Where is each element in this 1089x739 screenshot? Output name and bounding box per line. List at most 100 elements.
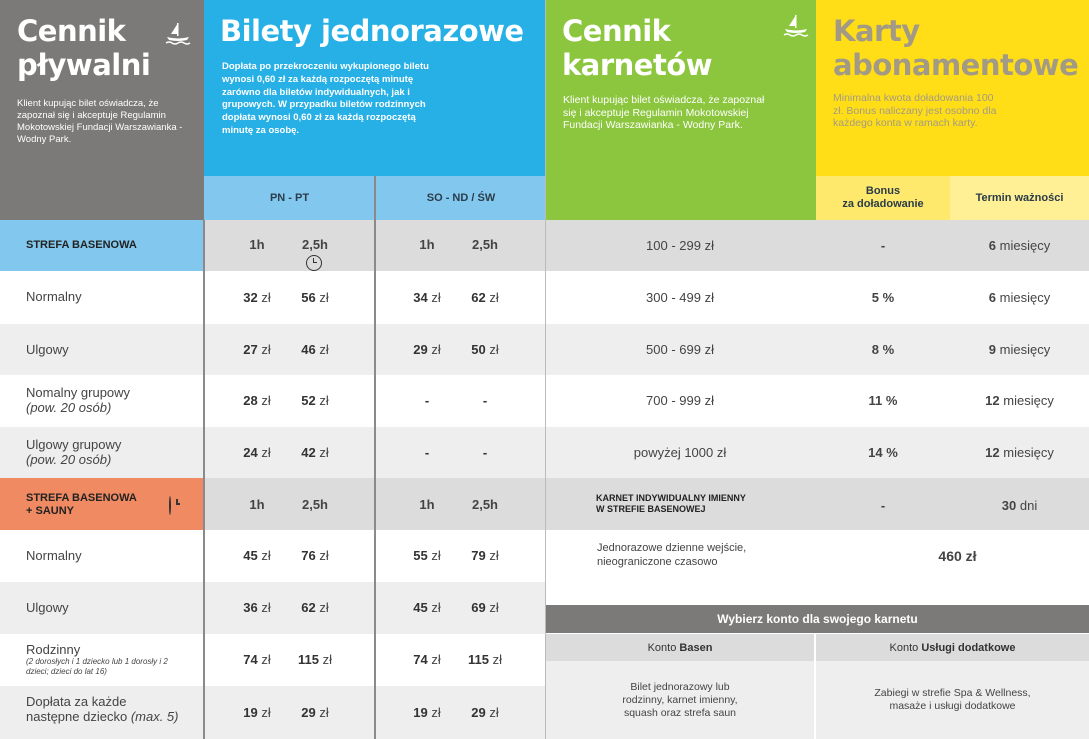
col-weekend: SO - ND / ŚW [376, 176, 546, 220]
pass-unit: miesięcy [1003, 445, 1054, 460]
personal-pass-validity: 30 dni [950, 498, 1089, 513]
currency-unit: zł [261, 548, 271, 563]
daily-pass-line1: Jednorazowe dzienne wejście, [597, 542, 747, 554]
currency-unit: zł [319, 548, 329, 563]
zone1-label: STREFA BASENOWA [26, 239, 137, 251]
zone2-label-line2: + SAUNY [26, 505, 74, 517]
price-cell: - [402, 445, 452, 460]
price-pair: 32 zł 56 zł [232, 290, 340, 305]
price-pair: 36 zł 62 zł [232, 600, 340, 615]
pass-row-bg [546, 375, 1089, 427]
price-cell: 115 zł [290, 652, 340, 667]
tickets-header: Bilety jednorazowe Dopłata po przekrocze… [204, 0, 546, 176]
tickets-description: Dopłata po przekroczeniu wykupionego bil… [222, 61, 429, 136]
price-value: 62 [471, 290, 486, 305]
pass-row-bg [546, 220, 1089, 271]
col-bonus: Bonus za doładowanie [816, 176, 950, 220]
pass-bonus: 8 % [871, 342, 895, 357]
divider [814, 634, 816, 739]
pass-row-bg [546, 427, 1089, 478]
divider [545, 0, 546, 739]
row-name-label: Ulgowy [26, 342, 69, 357]
currency-unit: zł [431, 548, 441, 563]
row-name-label: Normalny [26, 548, 82, 563]
table-row [0, 427, 546, 478]
row-name-line2: następne dziecko (max. 5) [26, 709, 178, 724]
currency-unit: zł [319, 600, 329, 615]
pass-validity: 6 miesięcy [950, 238, 1089, 253]
price-value: 62 [301, 600, 316, 615]
price-value: 27 [243, 342, 258, 357]
pass-row-bg [546, 324, 1089, 375]
price-pair: 45 zł 76 zł [232, 548, 340, 563]
price-value: 29 [413, 342, 428, 357]
pass-row-bg [546, 271, 1089, 324]
currency-unit: zł [319, 705, 329, 720]
price-cell: 74 zł [402, 652, 452, 667]
row-name: Rodzinny (2 dorosłych i 1 dziecko lub 1 d… [26, 642, 191, 677]
price-cell: 19 zł [232, 705, 282, 720]
account-pool-name: Basen [679, 641, 713, 654]
price-value: 42 [301, 445, 316, 460]
account-pool-desc-line3: squash oraz strefa saun [623, 706, 737, 719]
currency-unit: zł [261, 445, 271, 460]
price-cell: 45 zł [402, 600, 452, 615]
currency-unit: zł [489, 600, 499, 615]
currency-unit: zł [489, 342, 499, 357]
currency-unit: zł [431, 705, 441, 720]
currency-unit: zł [261, 393, 271, 408]
passes-description: Klient kupując bilet oświadcza, że zapoz… [563, 94, 765, 131]
row-name-line2-italic: (max. 5) [130, 709, 179, 724]
price-value: 19 [413, 705, 428, 720]
price-value: 52 [301, 393, 316, 408]
col-bonus-line1: Bonus [865, 185, 901, 197]
row-name-label: Ulgowy grupowy [26, 437, 122, 452]
table-row [0, 375, 546, 427]
price-pair: 74 zł 115 zł [232, 652, 340, 667]
table-row [0, 686, 546, 739]
currency-unit: zł [261, 600, 271, 615]
row-name-label: Rodzinny [26, 642, 81, 657]
currency-unit: zł [261, 290, 271, 305]
account-extra-prefix: Konto [889, 641, 919, 654]
currency-unit: zł [319, 342, 329, 357]
price-value: 46 [301, 342, 316, 357]
personal-pass-days: 30 [1001, 498, 1017, 513]
clock-icon [169, 496, 171, 515]
row-name-label: Ulgowy [26, 600, 69, 615]
row-name-sub: (2 dorosłych i 1 dziecko lub 1 dorosły i… [26, 657, 168, 676]
currency-unit: zł [322, 652, 332, 667]
pass-months: 12 [985, 445, 1000, 460]
price-cell: 74 zł [232, 652, 282, 667]
accounts-header-label: Wybierz konto dla swojego karnetu [717, 612, 918, 626]
table-row [0, 271, 546, 324]
pass-unit: miesięcy [999, 290, 1051, 305]
price-value: 76 [301, 548, 316, 563]
price-cell: 42 zł [290, 445, 340, 460]
account-pool: Konto Basen [546, 634, 814, 661]
zone1-hours-weekend: 1h 2,5h [402, 237, 510, 252]
price-value: - [424, 393, 430, 408]
currency-unit: zł [431, 652, 441, 667]
pass-range: 700 - 999 zł [646, 393, 714, 408]
personal-pass-line2: W STREFIE BASENOWEJ [596, 504, 706, 514]
hour-2-5h: 2,5h [301, 237, 328, 252]
wodny-park-logo-2 [781, 12, 811, 47]
zone1-label-cell: STREFA BASENOWA [0, 220, 322, 271]
row-name-label: Normalny [26, 289, 82, 304]
pass-months: 9 [988, 342, 997, 357]
price-cell: - [460, 445, 510, 460]
col-weekend-label: SO - ND / ŚW [426, 192, 496, 204]
pass-range: 100 - 299 zł [646, 238, 714, 253]
currency-unit: zł [489, 290, 499, 305]
zone2-label: STREFA BASENOWA + SAUNY [26, 492, 137, 518]
price-cell: 52 zł [290, 393, 340, 408]
price-cell: 62 zł [460, 290, 510, 305]
account-pool-prefix: Konto [647, 641, 677, 654]
col-weekday: PN - PT [204, 176, 375, 220]
price-value: 74 [413, 652, 428, 667]
account-pool-desc-line2: rodzinny, karnet imienny, [622, 693, 738, 706]
daily-pass-line2: nieograniczone czasowo [597, 556, 718, 568]
passes-header: Cennik karnetów Klient kupując bilet ośw… [546, 0, 816, 220]
hour-1h: 1h [419, 237, 435, 252]
